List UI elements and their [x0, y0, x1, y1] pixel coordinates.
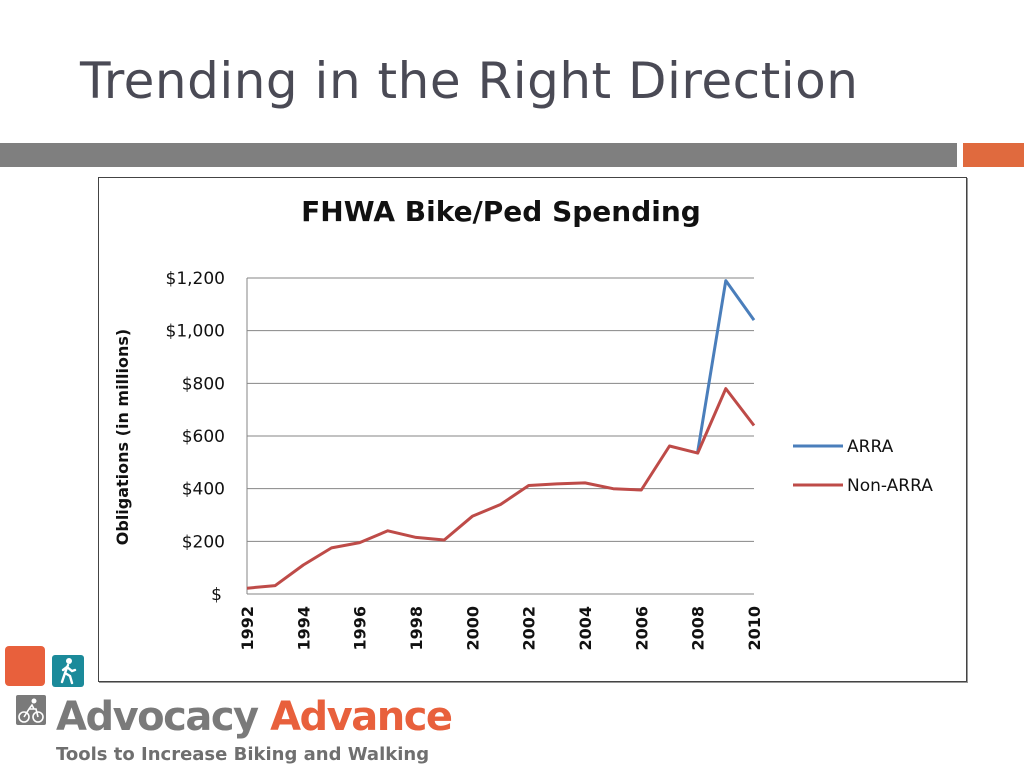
- legend-label: ARRA: [847, 437, 894, 457]
- series-lines: [246, 279, 756, 590]
- brand-word-advocacy: Advocacy: [56, 694, 259, 740]
- x-tick-label: 2004: [576, 606, 595, 651]
- y-tick-label: $200: [182, 532, 225, 552]
- grid-lines: [246, 277, 754, 595]
- y-tick-label: $800: [182, 374, 225, 394]
- x-tick-label: 1998: [407, 606, 426, 651]
- x-axis-ticks: 1992 1994 1996 1998 2000 2002 2004 2006 2008 2010: [238, 606, 764, 651]
- y-tick-label: $: [211, 585, 222, 605]
- x-tick-label: 2006: [632, 606, 651, 651]
- series-line-2: [246, 387, 756, 590]
- y-tick-label: $600: [182, 427, 225, 447]
- legend: ARRA Non-ARRA: [793, 437, 933, 496]
- title-rule-accent: [963, 143, 1024, 167]
- legend-label: Non-ARRA: [847, 476, 933, 496]
- x-tick-label: 1994: [294, 606, 313, 651]
- logo-orange-square: [5, 646, 45, 686]
- chart-panel: FHWA Bike/Ped Spending Obligations (in m…: [98, 177, 967, 682]
- x-tick-label: 2000: [463, 606, 482, 651]
- x-tick-label: 2008: [689, 606, 708, 651]
- x-tick-label: 1992: [238, 606, 257, 651]
- series-line-1: [696, 279, 756, 453]
- slide-title: Trending in the Right Direction: [80, 52, 859, 110]
- x-tick-label: 2002: [520, 606, 539, 651]
- line-chart: FHWA Bike/Ped Spending Obligations (in m…: [113, 195, 933, 651]
- x-tick-label: 2010: [745, 606, 764, 651]
- y-axis-label: Obligations (in millions): [113, 329, 132, 545]
- y-axis-ticks: $ $200 $400 $600 $800 $1,000 $1,200: [166, 269, 225, 605]
- bicycle-icon: [16, 695, 46, 725]
- y-tick-label: $400: [182, 480, 225, 500]
- title-rule: [0, 143, 957, 167]
- brand-word-advance: Advance: [270, 694, 453, 740]
- chart-title: FHWA Bike/Ped Spending: [301, 195, 701, 228]
- x-tick-label: 1996: [351, 606, 370, 651]
- y-tick-label: $1,000: [166, 322, 225, 342]
- brand-logo: Advocacy Advance: [56, 694, 453, 740]
- walking-icon: [52, 655, 84, 687]
- brand-tagline: Tools to Increase Biking and Walking: [56, 744, 430, 765]
- y-tick-label: $1,200: [166, 269, 225, 289]
